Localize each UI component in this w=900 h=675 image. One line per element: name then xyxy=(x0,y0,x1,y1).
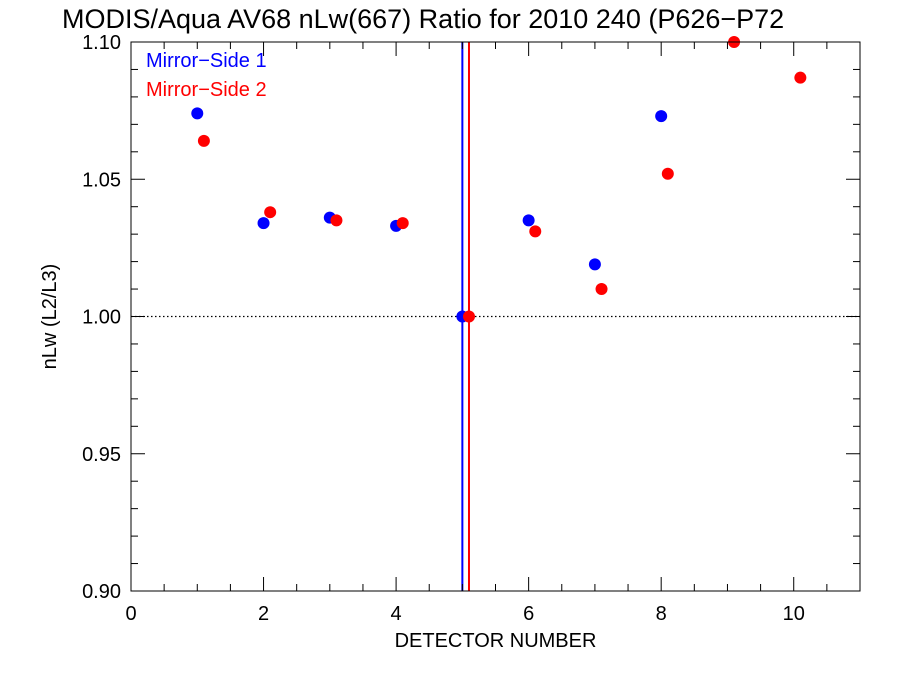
y-tick-label: 1.00 xyxy=(82,307,121,329)
data-point-series-2 xyxy=(197,134,210,147)
plot-frame xyxy=(130,41,861,592)
data-point-series-1 xyxy=(588,258,601,271)
data-point-series-1 xyxy=(257,217,270,230)
data-point-series-2 xyxy=(330,214,343,227)
y-axis-label: nLw (L2/L3) xyxy=(39,264,61,370)
x-tick-label: 10 xyxy=(783,603,805,625)
data-point-series-2 xyxy=(794,71,807,84)
y-tick-label: 0.90 xyxy=(82,581,121,603)
x-tick-label: 2 xyxy=(258,603,269,625)
chart-title: MODIS/Aqua AV68 nLw(667) Ratio for 2010 … xyxy=(62,4,784,34)
data-point-series-2 xyxy=(264,206,277,219)
data-point-series-2 xyxy=(595,283,608,296)
data-point-series-1 xyxy=(191,107,204,120)
data-point-series-2 xyxy=(661,167,674,180)
data-point-series-1 xyxy=(655,110,668,123)
y-tick-label: 0.95 xyxy=(82,444,121,466)
data-point-series-2 xyxy=(396,217,409,230)
data-point-series-1 xyxy=(522,214,535,227)
x-tick-label: 0 xyxy=(125,603,136,625)
y-tick-label: 1.05 xyxy=(82,169,121,191)
data-point-series-2 xyxy=(462,310,475,323)
x-tick-label: 6 xyxy=(523,603,534,625)
y-tick-label: 1.10 xyxy=(82,32,121,54)
x-axis-label: DETECTOR NUMBER xyxy=(395,630,597,652)
x-tick-label: 8 xyxy=(656,603,667,625)
legend-entry-series-1: Mirror−Side 1 xyxy=(146,50,267,72)
legend-entry-series-2: Mirror−Side 2 xyxy=(146,79,267,101)
x-tick-label: 4 xyxy=(391,603,402,625)
data-point-series-2 xyxy=(529,225,542,238)
